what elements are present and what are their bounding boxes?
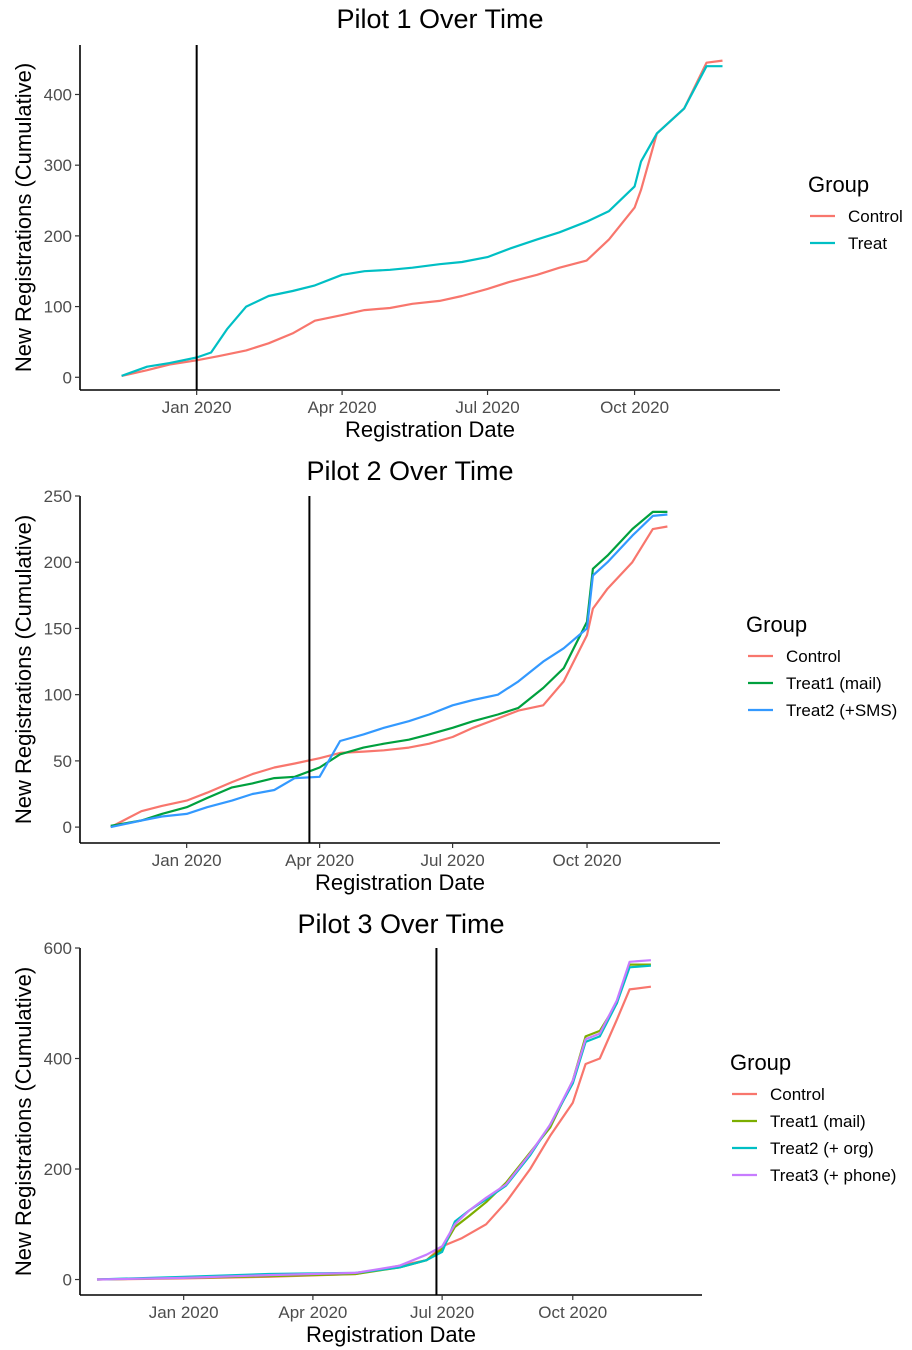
legend: Group Control Treat1 (mail) Treat2 (+ org) T… [730,1050,896,1185]
legend-label: Control [770,1085,825,1104]
series-line-2 [96,963,651,1281]
series-line-2 [121,65,723,377]
y-tick-label: 250 [44,487,72,506]
x-axis-label: Registration Date [315,870,485,895]
x-tick-label: Jan 2020 [149,1303,219,1322]
y-tick-label: 0 [63,368,72,387]
y-axis-label: New Registrations (Cumulative) [11,63,36,372]
legend: Group Control Treat [808,172,903,253]
x-tick-label: Apr 2020 [308,398,377,417]
y-tick-label: 100 [44,686,72,705]
legend: Group Control Treat1 (mail) Treat2 (+SMS) [746,612,897,720]
legend-label: Treat2 (+ org) [770,1139,874,1158]
series-line-1 [121,59,723,377]
series-line-4 [96,959,651,1281]
x-tick-label: Apr 2020 [278,1303,347,1322]
series-line-2 [110,510,668,827]
legend-label: Treat1 (mail) [770,1112,866,1131]
y-tick-label: 0 [63,1271,72,1290]
x-tick-label: Jul 2020 [420,851,484,870]
chart-title: Pilot 2 Over Time [306,456,513,486]
y-axis-label: New Registrations (Cumulative) [11,515,36,824]
chart-panel-1: Pilot 1 Over Time 0 100 200 300 400 Jan 2020 Ap… [11,4,903,442]
y-tick-label: 150 [44,619,72,638]
y-tick-label: 600 [44,939,72,958]
y-axis-label: New Registrations (Cumulative) [11,967,36,1276]
chart-title: Pilot 1 Over Time [336,4,543,34]
x-tick-label: Jan 2020 [152,851,222,870]
x-tick-label: Oct 2020 [600,398,669,417]
chart-panel-2: Pilot 2 Over Time 0 50 100 150 200 250 Jan 2020… [11,456,897,895]
y-tick-label: 200 [44,1160,72,1179]
legend-label: Treat1 (mail) [786,674,882,693]
x-axis-label: Registration Date [306,1322,476,1347]
y-tick-label: 300 [44,156,72,175]
y-tick-label: 50 [53,752,72,771]
y-tick-label: 200 [44,227,72,246]
legend-label: Treat2 (+SMS) [786,701,897,720]
legend-label: Treat [848,234,887,253]
x-axis-label: Registration Date [345,417,515,442]
legend-title: Group [746,612,807,637]
chart-panel-3: Pilot 3 Over Time 0 200 400 600 Jan 2020 Apr 2… [11,909,896,1347]
x-tick-label: Jul 2020 [410,1303,474,1322]
y-tick-label: 100 [44,298,72,317]
legend-title: Group [808,172,869,197]
y-tick-label: 0 [63,818,72,837]
chart-title: Pilot 3 Over Time [297,909,504,939]
series-line-3 [96,964,651,1281]
series-line-3 [110,513,668,829]
y-tick-label: 200 [44,553,72,572]
x-tick-label: Apr 2020 [285,851,354,870]
legend-label: Control [786,647,841,666]
legend-label: Treat3 (+ phone) [770,1166,896,1185]
series-line-1 [110,525,668,829]
y-tick-label: 400 [44,1050,72,1069]
x-tick-label: Jul 2020 [455,398,519,417]
legend-title: Group [730,1050,791,1075]
x-tick-label: Oct 2020 [553,851,622,870]
x-tick-label: Oct 2020 [538,1303,607,1322]
y-tick-label: 400 [44,85,72,104]
legend-label: Control [848,207,903,226]
series-line-1 [96,985,652,1281]
x-tick-label: Jan 2020 [162,398,232,417]
